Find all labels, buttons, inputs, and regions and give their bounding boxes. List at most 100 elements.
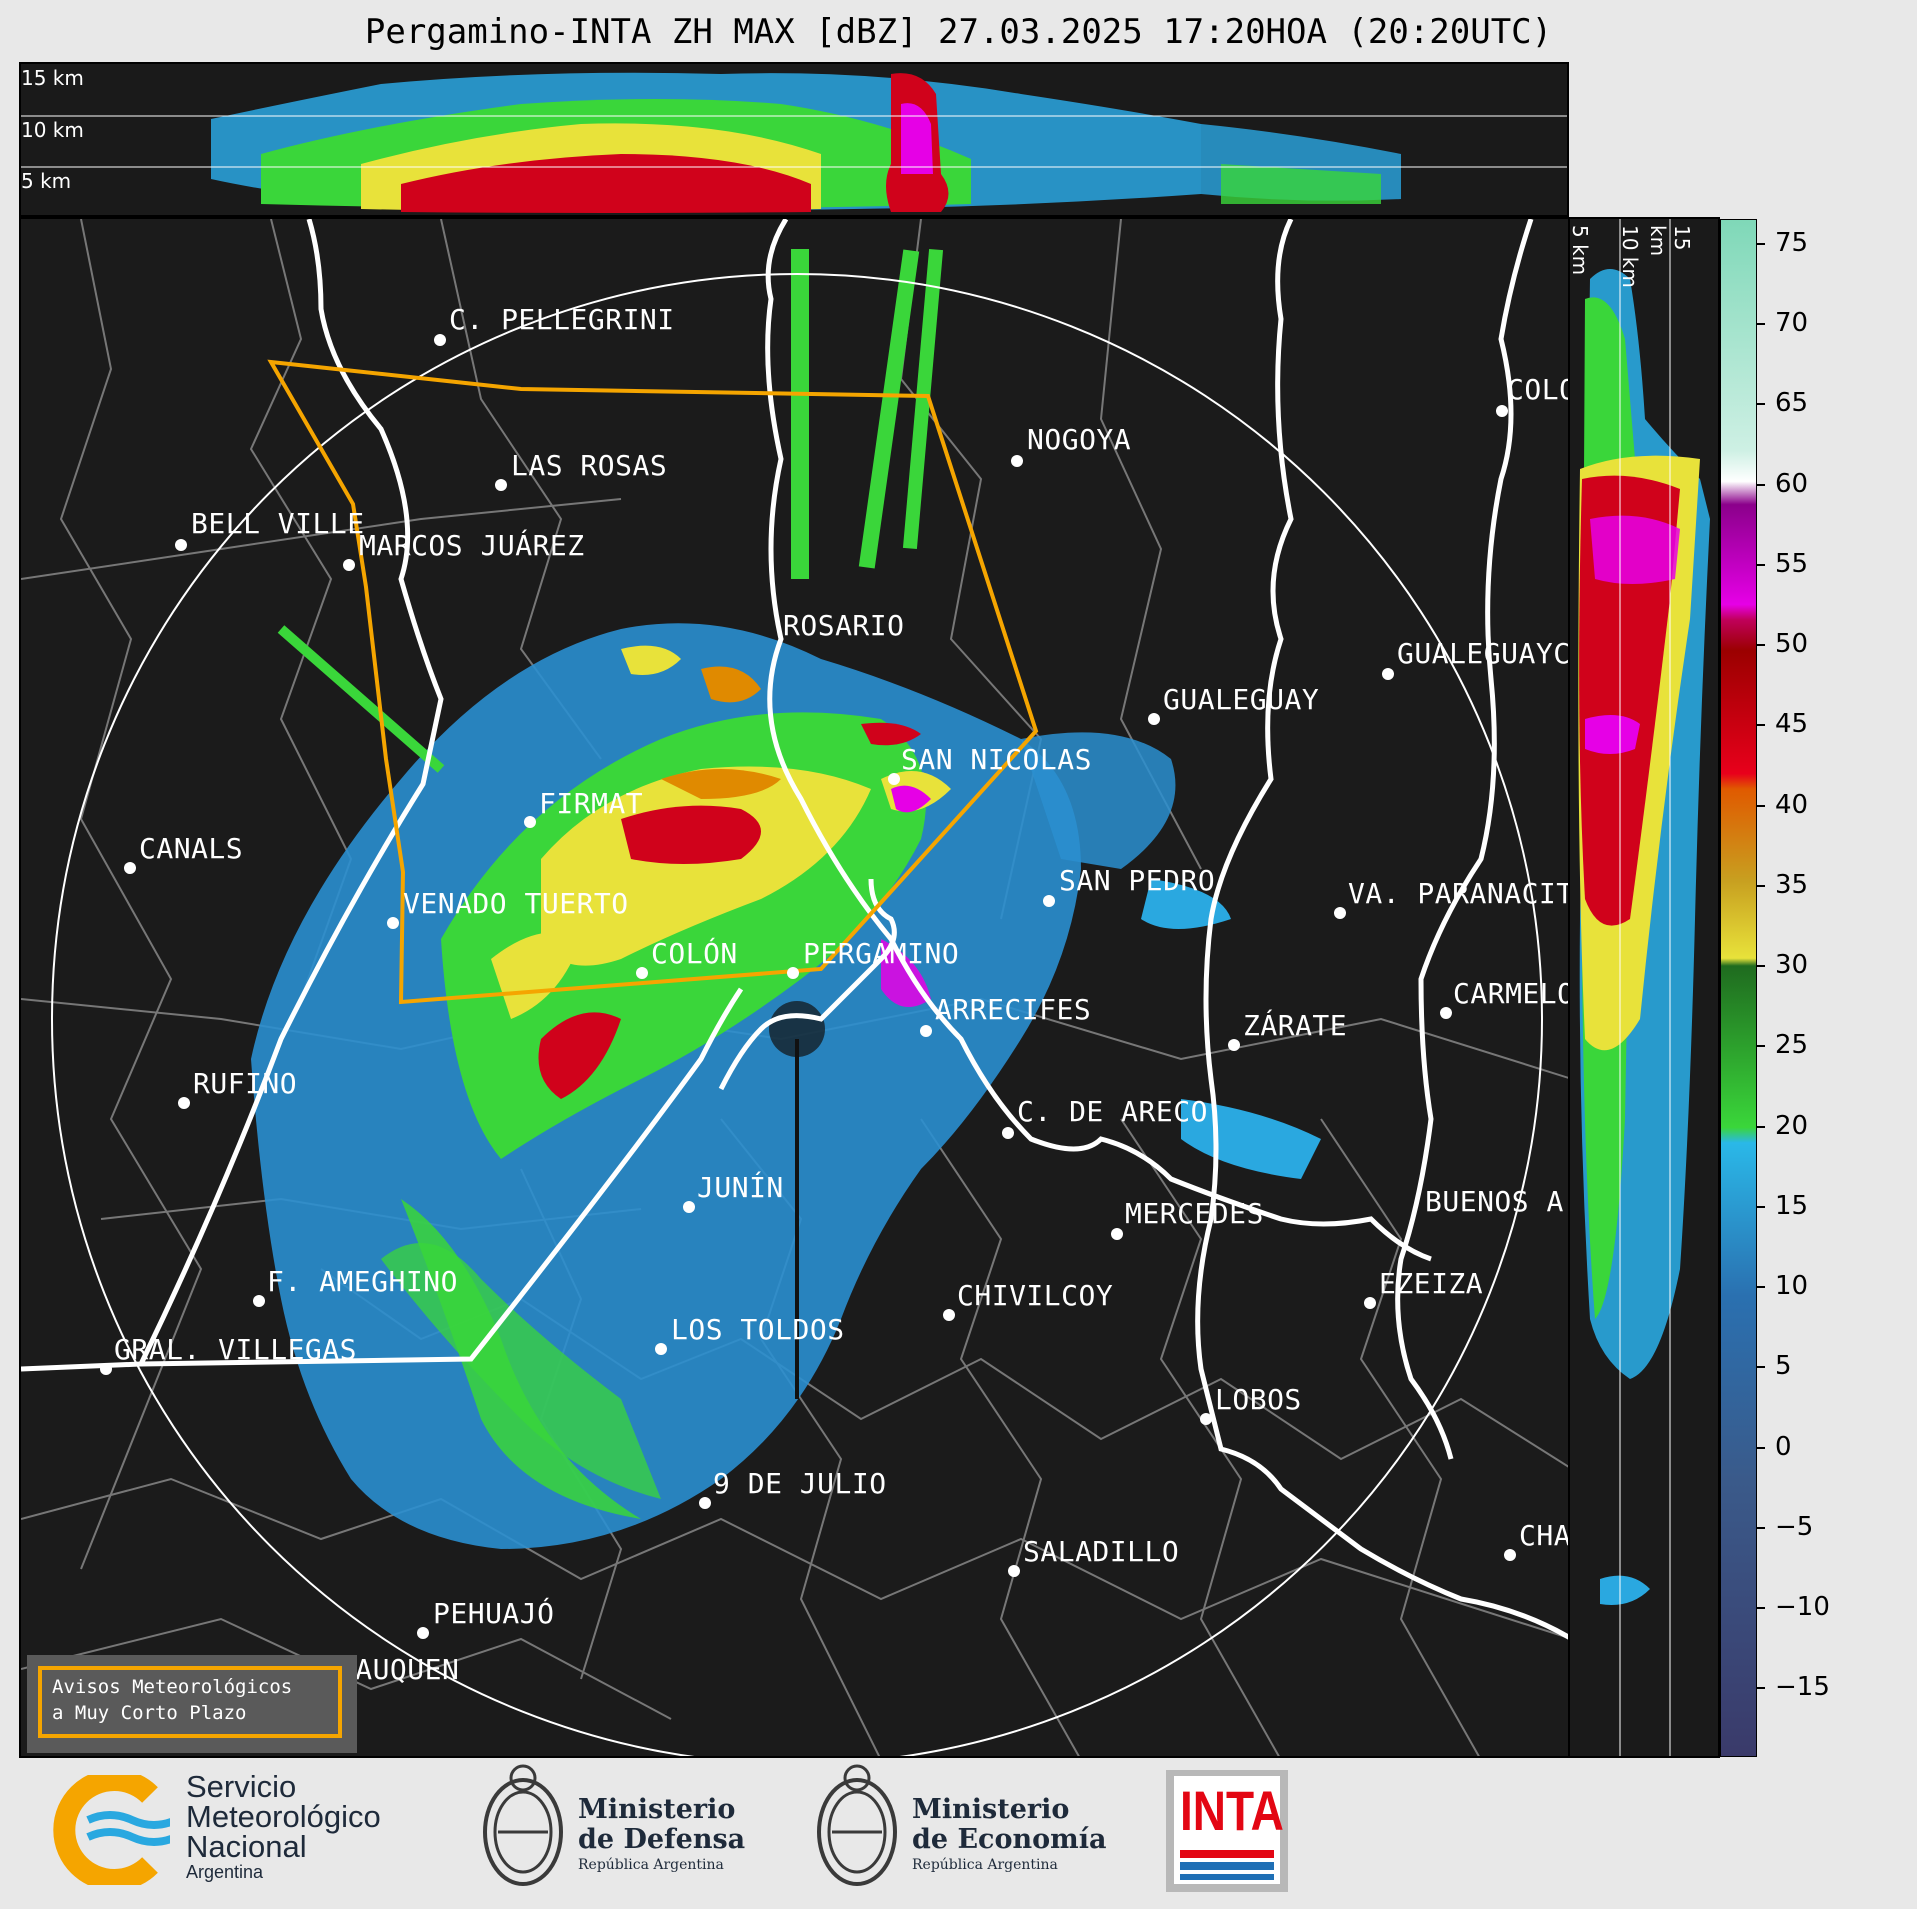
dbz-colorbar	[1720, 219, 1757, 1757]
city-label-firmat: FIRMAT	[539, 787, 644, 820]
smn-line4: Argentina	[186, 1862, 264, 1882]
city-label-las-rosas: LAS ROSAS	[511, 449, 668, 482]
city-label-gral-villegas: GRAL. VILLEGAS	[114, 1333, 358, 1366]
side-cross-section-panel: 5 km 10 km 15 km	[1570, 217, 1720, 1758]
city-label-9-de-julio: 9 DE JULIO	[713, 1467, 887, 1500]
inta-logo: INTA	[1166, 1770, 1288, 1892]
city-dot-gral-villegas	[100, 1363, 112, 1375]
city-label-rosario: ROSARIO	[783, 609, 905, 642]
colorbar-tick: 5	[1757, 1351, 1792, 1381]
city-label-bell-ville: BELL VILLE	[191, 507, 365, 540]
map-title: Pergamino-INTA ZH MAX [dBZ] 27.03.2025 1…	[364, 12, 1553, 52]
defensa-logo-text: Ministerio de Defensa República Argentin…	[578, 1795, 745, 1875]
colorbar-tick: 15	[1757, 1191, 1808, 1221]
colorbar-tick: 25	[1757, 1030, 1808, 1060]
city-dot-san-nicolas	[888, 773, 900, 785]
city-label-gualeguaychu: GUALEGUAYC	[1397, 637, 1570, 670]
colorbar-tick: 20	[1757, 1111, 1808, 1141]
top-altitude-5km: 5 km	[21, 169, 72, 193]
city-label-chascomus: CHA	[1519, 1519, 1570, 1552]
city-label-los-toldos: LOS TOLDOS	[671, 1313, 845, 1346]
economia-line2: de Economía	[912, 1824, 1107, 1855]
avisos-frame: Avisos Meteorológicos a Muy Corto Plazo	[38, 1666, 342, 1738]
defensa-line3: República Argentina	[578, 1857, 724, 1873]
city-label-f-ameghino: F. AMEGHINO	[267, 1265, 458, 1298]
colorbar-tick: −5	[1757, 1512, 1813, 1542]
smn-logo-text: Servicio Meteorológico Nacional Argentin…	[186, 1769, 381, 1882]
coat-of-arms-icon	[483, 1764, 563, 1886]
city-label-lobos: LOBOS	[1215, 1383, 1302, 1416]
city-label-marcos-juarez: MARCOS JUÁREZ	[359, 529, 585, 562]
city-dot-c-pellegrini	[434, 334, 446, 346]
colorbar-tick: 65	[1757, 388, 1808, 418]
city-dot-colon	[636, 967, 648, 979]
city-dot-pehuajo	[417, 1627, 429, 1639]
city-dot-f-ameghino	[253, 1295, 265, 1307]
city-label-ezeiza: EZEIZA	[1379, 1267, 1484, 1300]
radar-map-panel: C. PELLEGRINI LAS ROSAS NOGOYA BELL VILL…	[19, 217, 1570, 1758]
city-label-c-pellegrini: C. PELLEGRINI	[449, 303, 675, 336]
coat-of-arms-icon	[817, 1764, 897, 1886]
defensa-line2: de Defensa	[578, 1824, 746, 1855]
city-dot-carmelo	[1440, 1007, 1452, 1019]
colorbar-tick: 35	[1757, 870, 1808, 900]
city-label-colon-er: COLO	[1507, 373, 1570, 406]
provincial-borders	[21, 219, 1568, 1640]
economia-line1: Ministerio	[912, 1794, 1070, 1825]
avisos-line2: a Muy Corto Plazo	[52, 1702, 247, 1724]
colorbar-tick: 0	[1757, 1432, 1792, 1462]
colorbar-tick: 60	[1757, 469, 1808, 499]
colorbar-tick: −10	[1757, 1592, 1830, 1622]
city-dot-marcos-juarez	[343, 559, 355, 571]
city-dot-nogoya	[1011, 455, 1023, 467]
city-dot-las-rosas	[495, 479, 507, 491]
smn-logo-icon	[53, 1775, 170, 1885]
top-altitude-10km: 10 km	[21, 118, 84, 142]
alert-polygon	[267, 359, 1039, 1005]
city-dot-9-de-julio	[699, 1497, 711, 1509]
smn-line1: Servicio	[186, 1769, 297, 1804]
city-dot-rufino	[178, 1097, 190, 1109]
city-dot-arrecifes	[920, 1025, 932, 1037]
top-cross-section-echo	[21, 72, 1567, 213]
smn-line3: Nacional	[186, 1829, 307, 1864]
city-dot-pergamino	[787, 967, 799, 979]
city-dot-canals	[124, 862, 136, 874]
city-label-buenos-aires: BUENOS A	[1425, 1185, 1564, 1218]
side-altitude-5km: 5 km	[1570, 225, 1592, 276]
radar-map-svg	[21, 219, 1568, 1756]
city-label-san-nicolas: SAN NICOLAS	[901, 743, 1092, 776]
colorbar-tick: 45	[1757, 709, 1808, 739]
city-dot-ezeiza	[1364, 1297, 1376, 1309]
colorbar-gradient	[1721, 220, 1756, 1756]
side-altitude-10km: 10 km	[1618, 225, 1642, 288]
colorbar-tick: 55	[1757, 549, 1808, 579]
colorbar-tick: 30	[1757, 950, 1808, 980]
economia-logo-text: Ministerio de Economía República Argenti…	[912, 1795, 1106, 1875]
avisos-link-box[interactable]: Avisos Meteorológicos a Muy Corto Plazo	[27, 1655, 357, 1753]
colorbar-tick: −15	[1757, 1672, 1830, 1702]
colorbar-tick: 10	[1757, 1271, 1808, 1301]
top-altitude-15km: 15 km	[21, 66, 84, 90]
city-dot-gualeguay	[1148, 713, 1160, 725]
inta-logo-text: INTA	[1180, 1779, 1284, 1843]
city-dot-gualeguaychu	[1382, 668, 1394, 680]
city-label-gualeguay: GUALEGUAY	[1163, 683, 1320, 716]
city-label-rufino: RUFINO	[193, 1067, 298, 1100]
city-label-venado-tuerto: VENADO TUERTO	[403, 887, 629, 920]
city-label-carmelo: CARMELO	[1453, 977, 1570, 1010]
city-label-va-paranacito: VA. PARANACIT	[1348, 877, 1570, 910]
city-dot-san-pedro	[1043, 895, 1055, 907]
city-label-arrecifes: ARRECIFES	[935, 993, 1092, 1026]
city-dot-lobos	[1200, 1413, 1212, 1425]
range-ring	[51, 273, 1543, 1756]
city-dot-va-paranacito	[1334, 907, 1346, 919]
city-dot-junin	[683, 1201, 695, 1213]
city-label-saladillo: SALADILLO	[1023, 1535, 1180, 1568]
city-label-pergamino: PERGAMINO	[803, 937, 960, 970]
city-dot-bell-ville	[175, 539, 187, 551]
city-label-san-pedro: SAN PEDRO	[1059, 864, 1216, 897]
avisos-line1: Avisos Meteorológicos	[52, 1676, 293, 1698]
colorbar-tick: 70	[1757, 308, 1808, 338]
city-dot-mercedes	[1111, 1228, 1123, 1240]
